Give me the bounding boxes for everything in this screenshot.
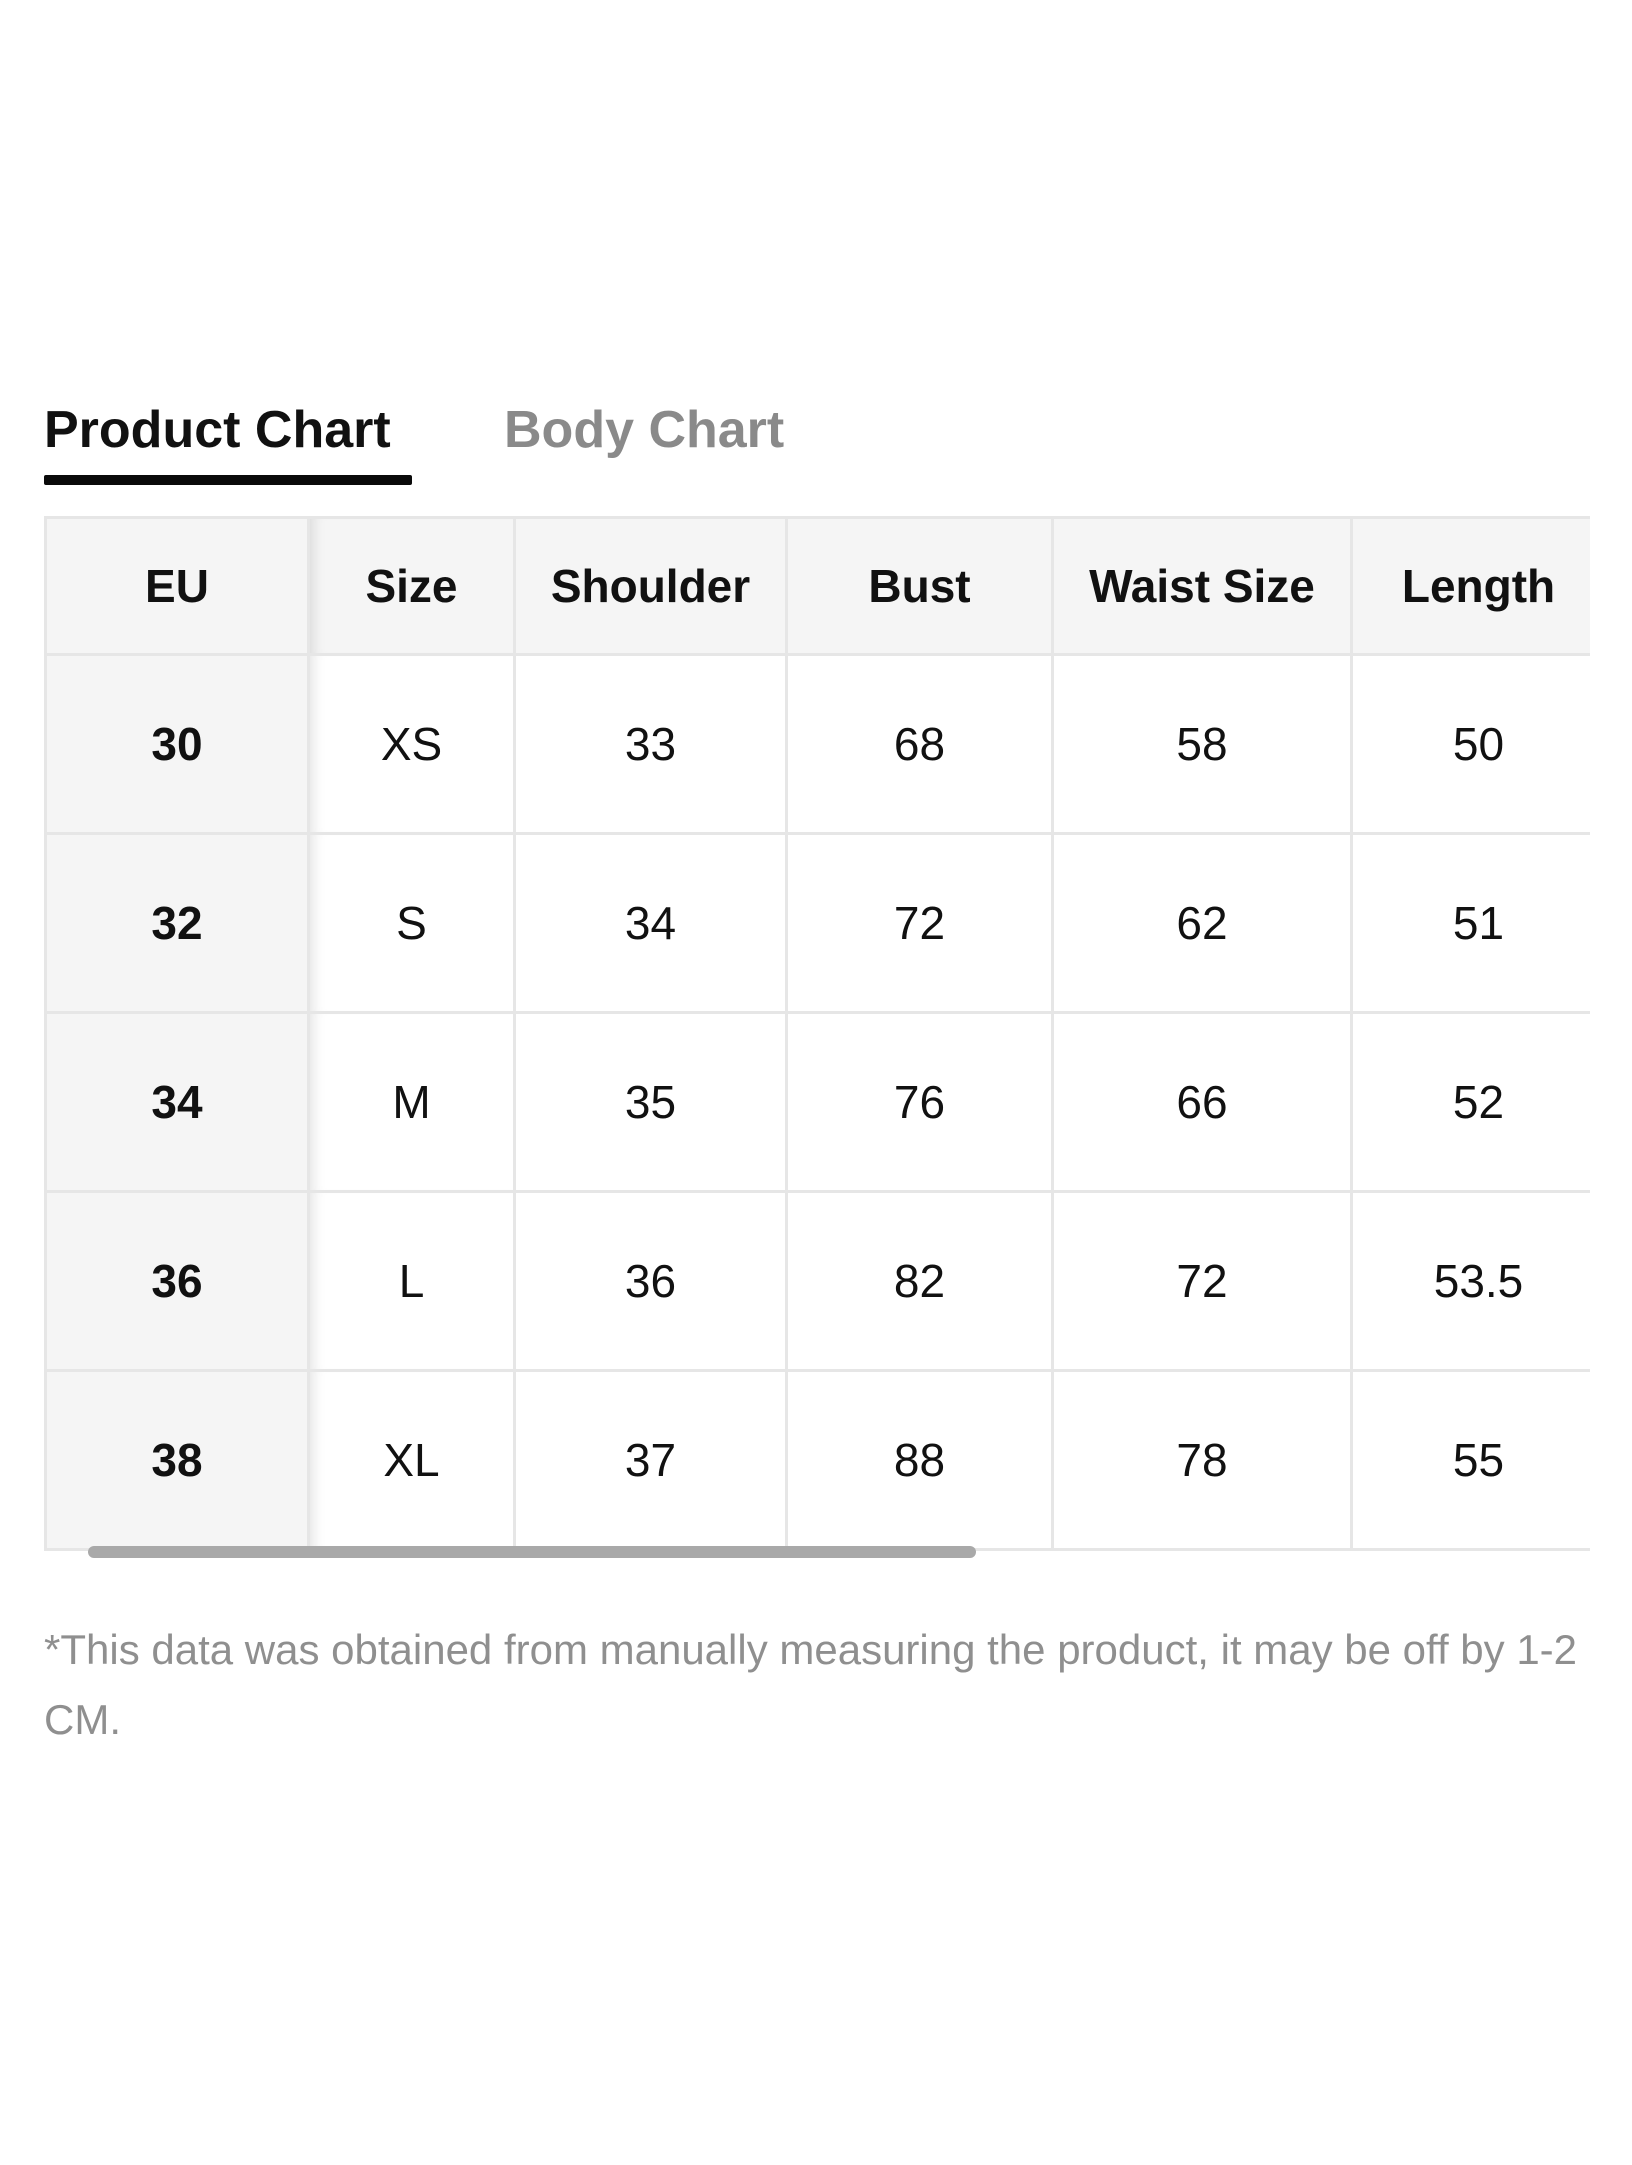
bust-cell: 72 bbox=[785, 832, 1054, 1014]
tab-product-chart[interactable]: Product Chart bbox=[44, 401, 391, 459]
size-cell: L bbox=[307, 1190, 516, 1372]
horizontal-scrollbar[interactable] bbox=[88, 1546, 976, 1558]
waist-size-cell: 72 bbox=[1051, 1190, 1353, 1372]
length-cell: 51 bbox=[1350, 832, 1590, 1014]
size-table-scroll-area[interactable]: EU Size Shoulder Bust Waist Size Length … bbox=[44, 516, 1590, 1566]
tab-body-chart[interactable]: Body Chart bbox=[504, 401, 785, 459]
size-cell: S bbox=[307, 832, 516, 1014]
table-row: 34 M 35 76 66 52 bbox=[44, 1011, 1590, 1193]
length-cell: 53.5 bbox=[1350, 1190, 1590, 1372]
waist-size-cell: 58 bbox=[1051, 653, 1353, 835]
table-row: 32 S 34 72 62 51 bbox=[44, 832, 1590, 1014]
length-cell: 55 bbox=[1350, 1369, 1590, 1551]
waist-size-cell: 62 bbox=[1051, 832, 1353, 1014]
table-header-row: EU Size Shoulder Bust Waist Size Length bbox=[44, 516, 1590, 656]
column-header-bust: Bust bbox=[785, 516, 1054, 656]
column-header-eu: EU bbox=[44, 516, 310, 656]
shoulder-cell: 34 bbox=[513, 832, 788, 1014]
eu-cell: 36 bbox=[44, 1190, 310, 1372]
bust-cell: 76 bbox=[785, 1011, 1054, 1193]
column-header-shoulder: Shoulder bbox=[513, 516, 788, 656]
shoulder-cell: 33 bbox=[513, 653, 788, 835]
column-header-length: Length bbox=[1350, 516, 1590, 656]
size-cell: M bbox=[307, 1011, 516, 1193]
table-row: 38 XL 37 88 78 55 bbox=[44, 1369, 1590, 1551]
chart-tabs: Product Chart Body Chart bbox=[44, 395, 1594, 487]
active-tab-indicator bbox=[44, 475, 412, 485]
table-row: 36 L 36 82 72 53.5 bbox=[44, 1190, 1590, 1372]
waist-size-cell: 66 bbox=[1051, 1011, 1353, 1193]
column-header-waist-size: Waist Size bbox=[1051, 516, 1353, 656]
eu-cell: 34 bbox=[44, 1011, 310, 1193]
shoulder-cell: 37 bbox=[513, 1369, 788, 1551]
size-table: EU Size Shoulder Bust Waist Size Length … bbox=[44, 516, 1590, 1551]
measurement-note: *This data was obtained from manually me… bbox=[44, 1626, 1578, 1743]
bust-cell: 68 bbox=[785, 653, 1054, 835]
length-cell: 50 bbox=[1350, 653, 1590, 835]
eu-cell: 30 bbox=[44, 653, 310, 835]
eu-cell: 38 bbox=[44, 1369, 310, 1551]
length-cell: 52 bbox=[1350, 1011, 1590, 1193]
shoulder-cell: 36 bbox=[513, 1190, 788, 1372]
table-row: 30 XS 33 68 58 50 bbox=[44, 653, 1590, 835]
bust-cell: 82 bbox=[785, 1190, 1054, 1372]
eu-cell: 32 bbox=[44, 832, 310, 1014]
column-header-size: Size bbox=[307, 516, 516, 656]
size-cell: XS bbox=[307, 653, 516, 835]
shoulder-cell: 35 bbox=[513, 1011, 788, 1193]
size-cell: XL bbox=[307, 1369, 516, 1551]
waist-size-cell: 78 bbox=[1051, 1369, 1353, 1551]
bust-cell: 88 bbox=[785, 1369, 1054, 1551]
